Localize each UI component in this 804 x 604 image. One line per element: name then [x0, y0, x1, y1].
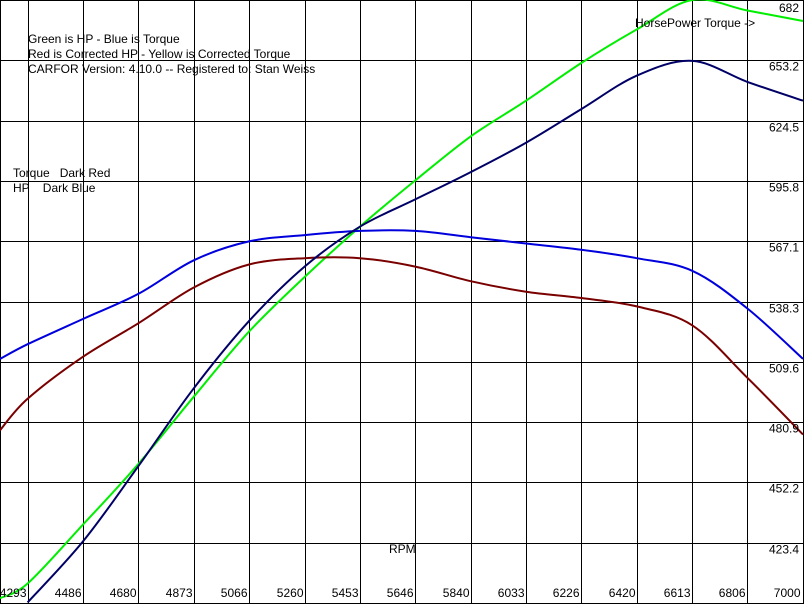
y-tick-label: 595.8 — [769, 181, 799, 195]
x-tick-label: 4486 — [55, 586, 82, 600]
x-tick-label: 6420 — [609, 586, 636, 600]
x-tick-label: 6613 — [664, 586, 691, 600]
note-line-2: Red is Corrected HP - Yellow is Correcte… — [28, 47, 291, 61]
y-tick-label: 452.2 — [769, 482, 799, 496]
left-legend-hp: HP Dark Blue — [13, 181, 96, 195]
note-line-3: CARFOR Version: 4.10.0 -- Registered to:… — [28, 62, 315, 76]
x-tick-label: 4293 — [0, 586, 27, 600]
x-tick-label: 6806 — [719, 586, 746, 600]
y-tick-label: 480.9 — [769, 422, 799, 436]
x-tick-label: 7000 — [774, 586, 801, 600]
left-legend-torque: Torque Dark Red — [13, 166, 110, 180]
x-tick-label: 5453 — [332, 586, 359, 600]
series-line-blue — [0, 229, 804, 360]
x-tick-label: 6226 — [553, 586, 580, 600]
series-line-dark-red — [0, 256, 804, 436]
y-tick-label: 682 — [779, 1, 799, 15]
series-line-dark-blue — [26, 59, 804, 604]
x-tick-label: 5840 — [443, 586, 470, 600]
x-tick-label: 4873 — [166, 586, 193, 600]
x-tick-label: 5646 — [387, 586, 414, 600]
right-annotation: HorsePower Torque -> — [635, 16, 755, 30]
y-tick-label: 624.5 — [769, 121, 799, 135]
y-tick-label: 567.1 — [769, 241, 799, 255]
x-tick-label: 5260 — [277, 586, 304, 600]
x-tick-label: 5066 — [221, 586, 248, 600]
y-tick-label: 653.2 — [769, 60, 799, 74]
x-tick-label: 6033 — [498, 586, 525, 600]
y-tick-label: 509.6 — [769, 362, 799, 376]
y-tick-label: 423.4 — [769, 543, 799, 557]
y-tick-label: 538.3 — [769, 302, 799, 316]
note-line-1: Green is HP - Blue is Torque — [28, 32, 180, 46]
x-axis-label: RPM — [389, 542, 416, 556]
x-tick-label: 4680 — [110, 586, 137, 600]
